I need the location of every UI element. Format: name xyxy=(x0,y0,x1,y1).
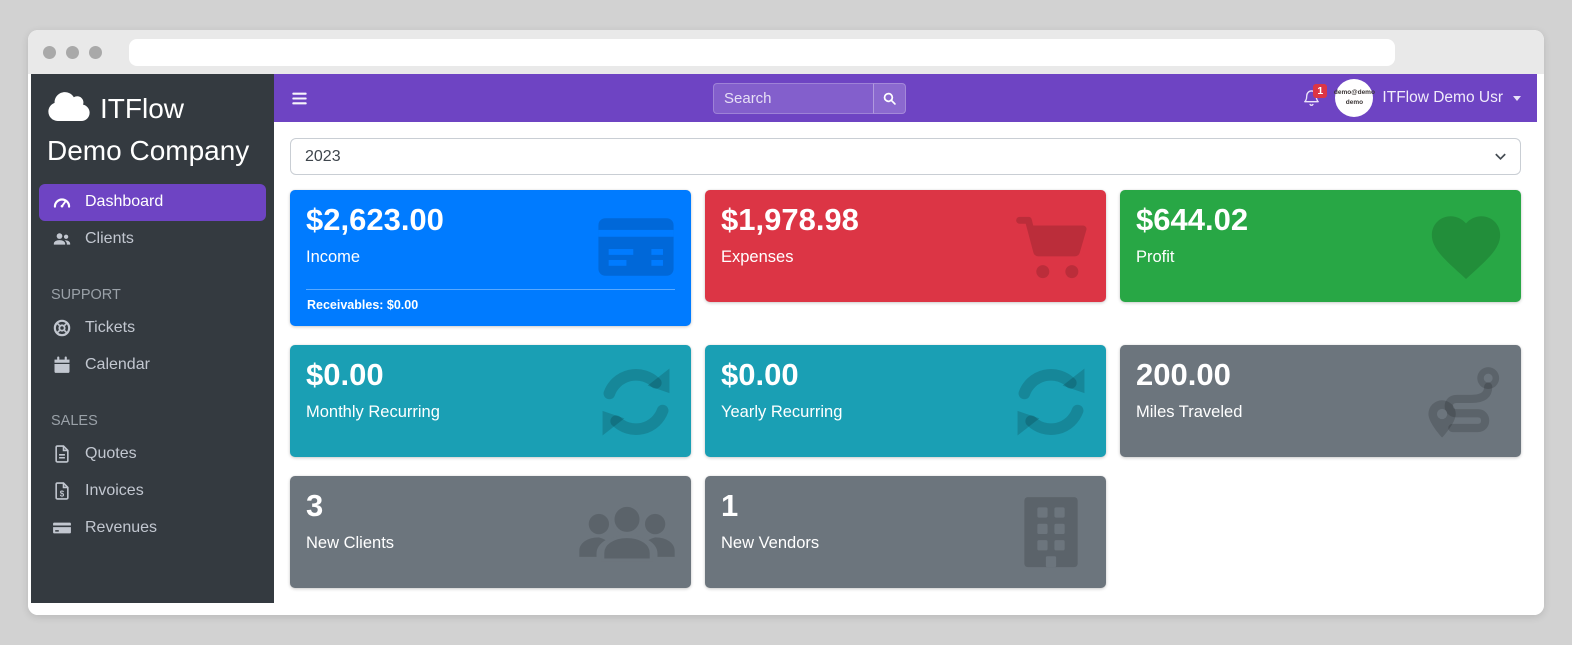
route-icon xyxy=(1425,361,1507,443)
card-label: New Clients xyxy=(306,533,395,552)
card-value: $0.00 xyxy=(721,356,799,392)
sidebar-item-revenues[interactable]: Revenues xyxy=(39,510,266,547)
profit-card: $644.02 Profit xyxy=(1120,190,1521,302)
card-label: Monthly Recurring xyxy=(306,402,440,421)
expenses-card: $1,978.98 Expenses xyxy=(705,190,1106,302)
card-label: New Vendors xyxy=(721,533,820,552)
svg-text:$: $ xyxy=(59,490,64,499)
year-filter: 2023 xyxy=(290,138,1521,175)
card-value: 3 xyxy=(306,487,324,523)
users-group-icon xyxy=(577,492,677,570)
main-area: 1 demo@demo demo ITFlow Demo Usr xyxy=(274,74,1537,603)
app-frame: ITFlow Demo Company Dashboard Clients xyxy=(28,74,1544,615)
top-navbar: 1 demo@demo demo ITFlow Demo Usr xyxy=(274,74,1537,122)
sidebar-item-label: Calendar xyxy=(85,356,150,374)
card-value: $644.02 xyxy=(1136,202,1249,237)
cloud-icon xyxy=(47,90,91,133)
browser-chrome xyxy=(28,30,1544,74)
sync-icon xyxy=(1010,361,1092,443)
sidebar-item-invoices[interactable]: $ Invoices xyxy=(39,473,266,510)
sidebar-item-label: Tickets xyxy=(85,319,136,337)
navbar-right: 1 demo@demo demo ITFlow Demo Usr xyxy=(1302,79,1521,117)
search-icon xyxy=(883,92,896,105)
card-value: 200.00 xyxy=(1136,356,1231,392)
sync-icon xyxy=(595,361,677,443)
card-label: Profit xyxy=(1136,247,1175,266)
address-bar[interactable] xyxy=(129,38,1395,66)
sidebar-section-support: SUPPORT xyxy=(51,286,121,303)
card-label: Income xyxy=(306,247,361,266)
avatar: demo@demo demo xyxy=(1333,79,1375,117)
window-controls xyxy=(43,45,102,59)
sidebar: ITFlow Demo Company Dashboard Clients xyxy=(31,74,274,603)
card-label: Expenses xyxy=(721,247,794,266)
shopping-cart-icon xyxy=(1010,206,1092,288)
sidebar-section-sales: SALES xyxy=(51,412,98,429)
user-menu[interactable]: demo@demo demo ITFlow Demo Usr xyxy=(1333,79,1521,117)
sidebar-item-label: Quotes xyxy=(85,445,137,463)
card-value: $2,623.00 xyxy=(306,202,444,237)
search-button[interactable] xyxy=(873,82,906,114)
sidebar-nav: Dashboard Clients SUPPORT Tickets xyxy=(39,183,266,547)
browser-window: ITFlow Demo Company Dashboard Clients xyxy=(28,30,1544,615)
new-vendors-card: 1 New Vendors xyxy=(705,475,1106,588)
year-select[interactable]: 2023 xyxy=(290,138,1521,175)
income-card: $2,623.00 Income Receivables: $0.00 xyxy=(290,190,691,326)
notifications-button[interactable]: 1 xyxy=(1302,83,1328,108)
monthly-recurring-card: $0.00 Monthly Recurring xyxy=(290,344,691,457)
card-value: $0.00 xyxy=(306,356,384,392)
life-ring-icon xyxy=(49,318,74,338)
sidebar-item-label: Revenues xyxy=(85,519,158,537)
sidebar-item-clients[interactable]: Clients xyxy=(39,221,266,258)
credit-card-icon xyxy=(49,518,74,538)
card-label: Miles Traveled xyxy=(1136,402,1243,421)
window-control-dot[interactable] xyxy=(66,45,79,59)
sidebar-item-tickets[interactable]: Tickets xyxy=(39,310,266,347)
bell-icon xyxy=(1304,89,1320,106)
caret-down-icon xyxy=(1513,95,1521,101)
brand-name: ITFlow Demo Company xyxy=(47,93,250,166)
sidebar-item-label: Invoices xyxy=(85,482,144,500)
file-icon xyxy=(49,444,74,464)
card-value: $1,978.98 xyxy=(721,202,859,237)
heart-icon xyxy=(1425,206,1507,288)
yearly-recurring-card: $0.00 Yearly Recurring xyxy=(705,344,1106,457)
sidebar-item-label: Clients xyxy=(85,230,134,248)
card-value: 1 xyxy=(721,487,739,523)
stat-cards-grid: $2,623.00 Income Receivables: $0.00 $1,9… xyxy=(290,190,1521,588)
sidebar-item-label: Dashboard xyxy=(85,193,164,211)
credit-card-icon xyxy=(595,206,677,288)
new-clients-card: 3 New Clients xyxy=(290,475,691,588)
building-icon xyxy=(1010,492,1092,574)
brand-link[interactable]: ITFlow Demo Company xyxy=(39,84,266,184)
hamburger-icon xyxy=(292,92,307,104)
users-icon xyxy=(49,229,74,249)
search-group xyxy=(713,82,906,114)
sidebar-item-calendar[interactable]: Calendar xyxy=(39,347,266,384)
miles-traveled-card: 200.00 Miles Traveled xyxy=(1120,344,1521,457)
user-name: ITFlow Demo Usr xyxy=(1382,89,1503,106)
window-control-dot[interactable] xyxy=(43,45,56,59)
gauge-icon xyxy=(49,192,74,212)
calendar-icon xyxy=(49,355,74,375)
avatar-text: demo xyxy=(1345,99,1364,106)
card-footer: Receivables: $0.00 xyxy=(306,288,675,316)
notification-badge: 1 xyxy=(1313,83,1328,99)
dashboard-content: 2023 $2,623.00 Income xyxy=(274,122,1537,603)
sidebar-item-quotes[interactable]: Quotes xyxy=(39,436,266,473)
sidebar-item-dashboard[interactable]: Dashboard xyxy=(39,183,266,221)
window-control-dot[interactable] xyxy=(89,45,102,59)
avatar-text: demo@demo xyxy=(1333,88,1375,96)
search-input[interactable] xyxy=(713,82,873,114)
menu-toggle-button[interactable] xyxy=(290,89,309,108)
card-label: Yearly Recurring xyxy=(721,402,843,421)
file-invoice-dollar-icon: $ xyxy=(49,481,74,501)
